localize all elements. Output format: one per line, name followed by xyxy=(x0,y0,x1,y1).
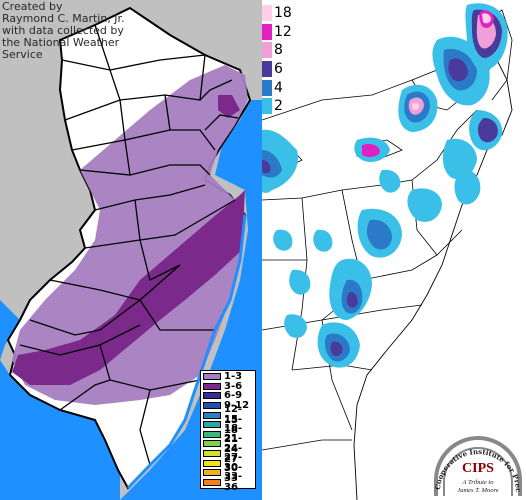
credit-line-3: with data collected by xyxy=(2,24,124,37)
us-legend-label: 8 xyxy=(274,42,283,59)
eastern-us-snowfall-map xyxy=(262,0,526,500)
us-legend-label: 12 xyxy=(274,23,292,40)
precip-areas xyxy=(262,3,508,368)
us-legend-entry: 4 xyxy=(262,78,296,97)
nj-legend-entry: 21-24 xyxy=(203,433,253,455)
map-credit: Created by Raymond C. Martin, Jr. with d… xyxy=(2,1,125,61)
nj-legend-label: 21-24 xyxy=(224,432,243,455)
us-legend-label: 2 xyxy=(274,98,283,115)
nj-legend-label: 1-3 xyxy=(224,371,243,383)
county-boundaries xyxy=(19,24,239,466)
cips-abbr: CIPS xyxy=(462,461,494,476)
nj-legend-entry: 30-33 xyxy=(203,462,253,484)
cips-logo-graphic: Cooperative Institute for Precipitation … xyxy=(430,410,523,496)
nj-legend-label: 33-36 xyxy=(224,471,243,494)
nj-legend-swatch xyxy=(203,392,221,400)
us-legend-swatch xyxy=(262,23,272,40)
nj-legend-entry: 6-9 xyxy=(203,390,253,402)
us-legend-entry: 8 xyxy=(262,41,296,60)
cips-tribute-line-2: James T. Moore xyxy=(457,487,498,494)
nj-legend-entry: 15-18 xyxy=(203,414,253,436)
delaware-river xyxy=(0,300,20,360)
snowfall-3-6-north xyxy=(218,95,240,118)
nj-legend-entry: 3-6 xyxy=(203,380,253,392)
us-legend-swatch xyxy=(262,61,272,78)
nj-legend-label: 24-27 xyxy=(224,442,243,465)
us-legend-label: 18 xyxy=(274,5,292,22)
nj-legend-label: 6-9 xyxy=(224,390,243,402)
nj-legend-entry: 12-15 xyxy=(203,404,253,426)
nj-legend-entry: 27-30 xyxy=(203,452,253,474)
credit-line-4: the National Weather xyxy=(2,36,120,49)
nj-legend-swatch xyxy=(203,440,221,448)
us-ocean xyxy=(352,120,526,500)
nj-legend-label: 18-21 xyxy=(224,423,243,446)
us-legend-swatch xyxy=(262,5,272,22)
nj-legend-swatch xyxy=(203,450,221,458)
us-legend-entry: 2 xyxy=(262,97,296,116)
nj-legend-label: 9-12 xyxy=(224,400,250,412)
us-legend-swatch xyxy=(262,79,272,96)
cips-logo: Cooperative Institute for Precipitation … xyxy=(430,410,526,500)
credit-line-2: Raymond C. Martin, Jr. xyxy=(2,12,125,25)
nj-legend-swatch xyxy=(203,459,221,467)
snowfall-3-6-zone xyxy=(12,190,245,385)
nj-legend-label: 30-33 xyxy=(224,461,243,484)
nj-legend-swatch xyxy=(203,421,221,429)
nj-legend-swatch xyxy=(203,402,221,410)
us-coastline xyxy=(353,59,513,500)
nj-legend-swatch xyxy=(203,478,221,486)
nj-legend-swatch xyxy=(203,411,221,419)
nj-legend-entry: 9-12 xyxy=(203,400,253,412)
us-legend-swatch xyxy=(262,42,272,59)
nj-legend-label: 3-6 xyxy=(224,380,243,392)
us-legend-entry: 6 xyxy=(262,60,296,79)
credit-line-1: Created by xyxy=(2,0,63,13)
snowfall-1-3-zone xyxy=(12,65,248,405)
us-legend-entry: 12 xyxy=(262,23,296,42)
nj-legend-label: 27-30 xyxy=(224,452,243,475)
credit-line-5: Service xyxy=(2,48,43,61)
nj-legend-entry: 18-21 xyxy=(203,423,253,445)
us-legend-entry: 18 xyxy=(262,4,296,23)
nj-snowfall-legend: 1-3 3-6 6-9 9-12 12-15 15-18 18-21 21-24 24-27 27… xyxy=(200,370,256,493)
us-snowfall-legend: 18 12 8 6 4 2 xyxy=(262,4,296,116)
us-legend-label: 4 xyxy=(274,79,283,96)
nj-legend-swatch xyxy=(203,373,221,381)
nj-legend-swatch xyxy=(203,469,221,477)
nj-legend-entry: 24-27 xyxy=(203,443,253,465)
cips-tribute-line-1: A Tribute to xyxy=(462,479,495,486)
us-legend-label: 6 xyxy=(274,61,283,78)
nj-legend-swatch xyxy=(203,430,221,438)
nj-legend-swatch xyxy=(203,382,221,390)
nj-legend-entry: 1-3 xyxy=(203,371,253,383)
nj-legend-entry: 33-36 xyxy=(203,471,253,493)
us-legend-swatch xyxy=(262,98,272,115)
nj-legend-label: 15-18 xyxy=(224,413,243,436)
nj-legend-label: 12-15 xyxy=(224,404,243,427)
